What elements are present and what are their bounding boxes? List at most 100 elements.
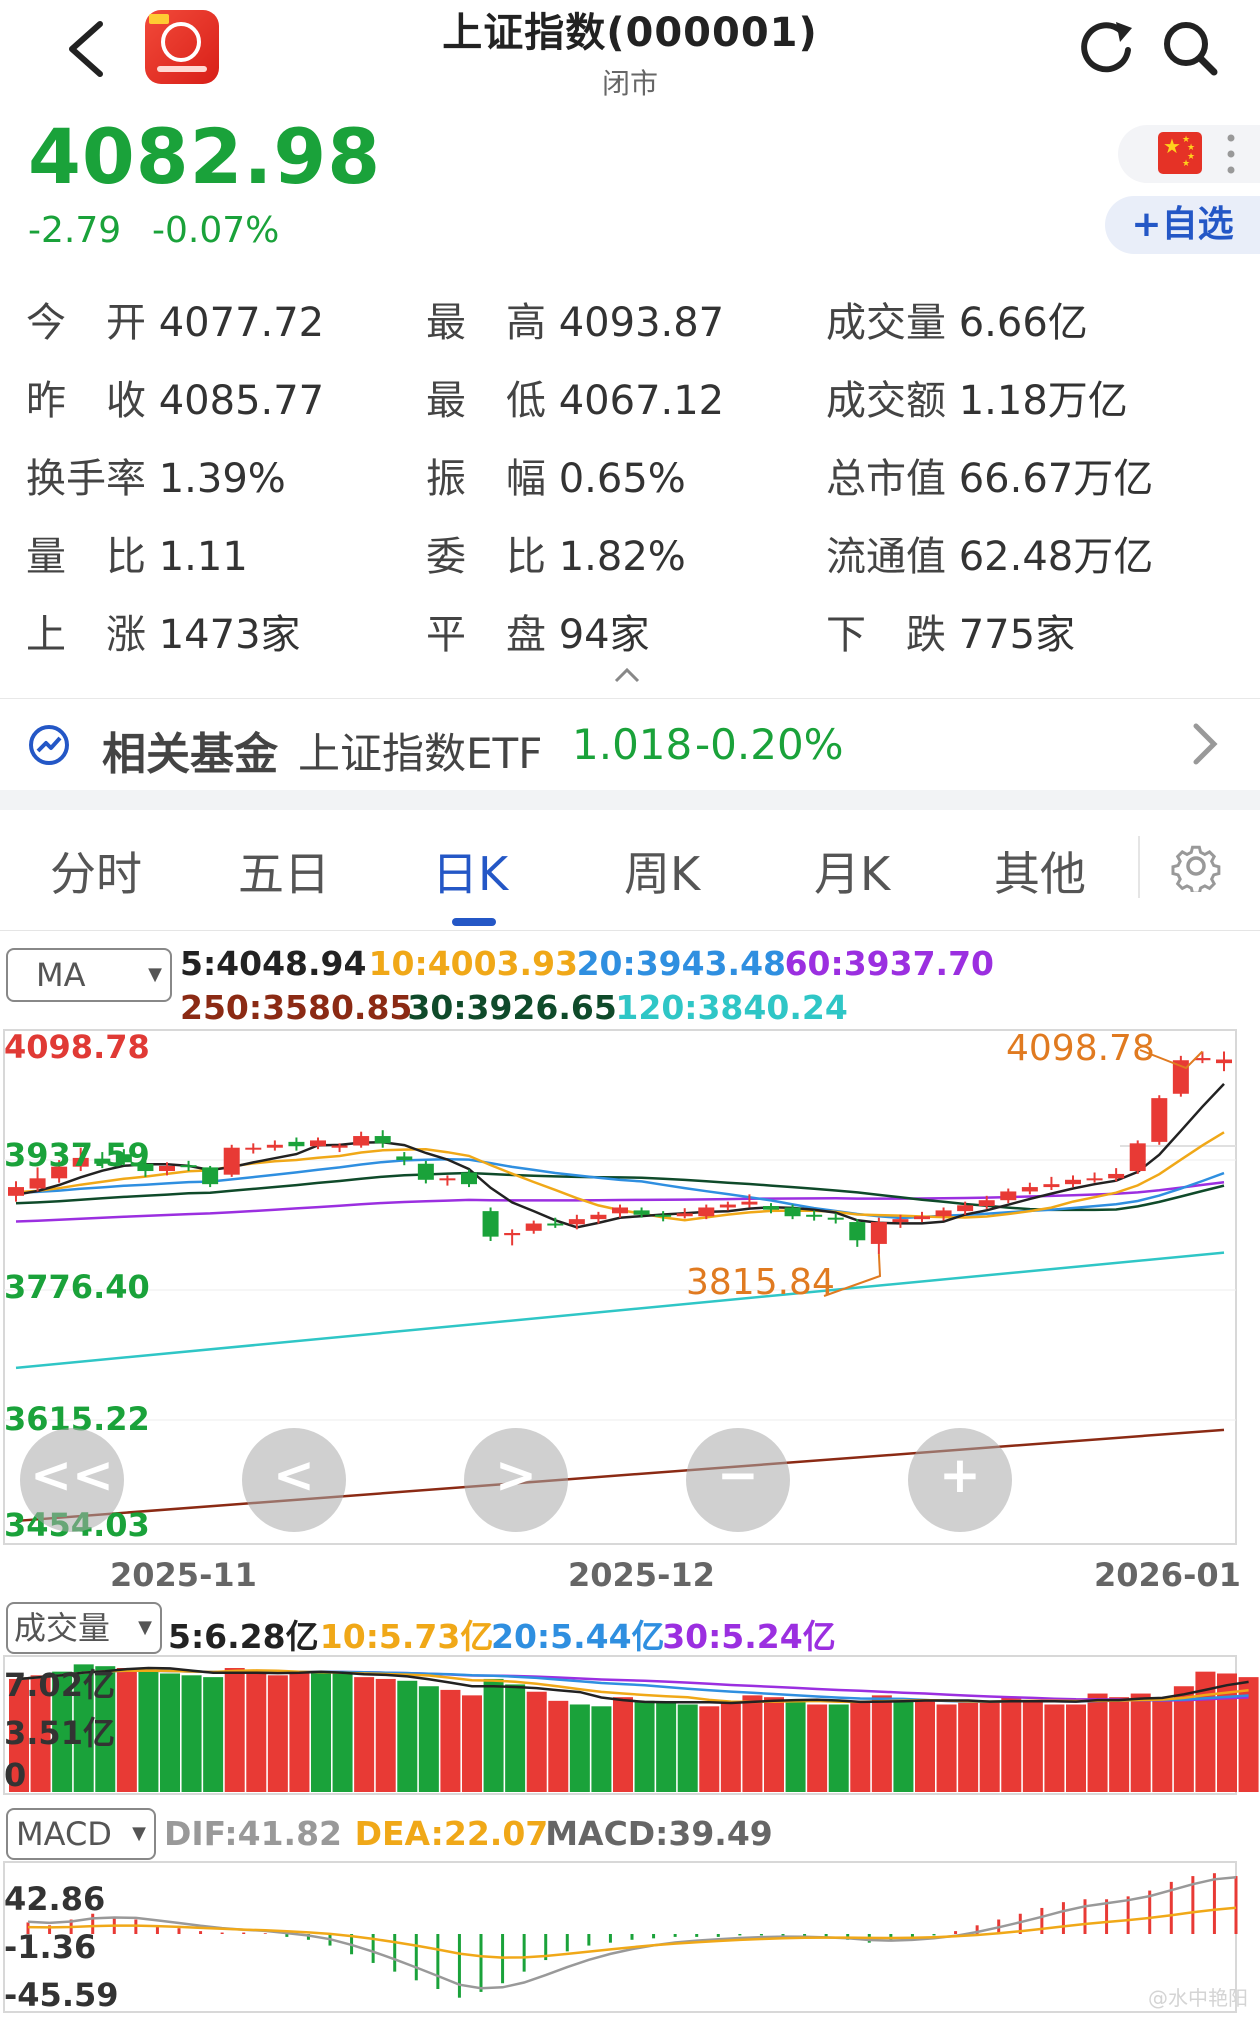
stat-item: 今 开 4077.72 xyxy=(26,290,324,348)
ma120-line xyxy=(15,1251,1225,1370)
refresh-icon[interactable] xyxy=(1076,18,1136,78)
stat-label: 总市值 xyxy=(826,456,946,502)
ma30-line xyxy=(15,1171,1225,1212)
volume-bar xyxy=(203,1677,224,1792)
candle-body xyxy=(72,1157,89,1167)
volume-bar xyxy=(1195,1671,1216,1792)
indicator-select-macd[interactable]: MACD ▼ xyxy=(6,1808,156,1860)
volume-bar xyxy=(979,1700,1000,1792)
zoom-in-button[interactable]: + xyxy=(908,1428,1012,1532)
volume-axis-label: 7.02亿 xyxy=(4,1666,115,1704)
high-annotation: 4098.78 xyxy=(1006,1028,1155,1069)
add-watchlist-button[interactable]: +自选 xyxy=(1105,196,1260,254)
indicator-select-volume-label: 成交量 xyxy=(14,1609,111,1647)
stat-item: 最 高 4093.87 xyxy=(426,290,724,348)
price-change: -2.79 xyxy=(28,210,122,251)
zoom-out-button[interactable]: − xyxy=(686,1428,790,1532)
indicator-value: 30:5.24亿 xyxy=(662,1617,836,1656)
volume-bar xyxy=(246,1669,267,1792)
candle-body xyxy=(827,1217,844,1220)
volume-bar xyxy=(181,1675,202,1792)
stat-item: 成交量 6.66亿 xyxy=(826,290,1088,348)
volume-bar xyxy=(1217,1673,1237,1792)
volume-bar xyxy=(397,1680,418,1792)
tab-weekly-k[interactable]: 周K xyxy=(624,847,701,901)
candle-body xyxy=(310,1140,326,1147)
tab-other[interactable]: 其他 xyxy=(994,847,1086,901)
candlestick-chart[interactable] xyxy=(0,1020,1260,2020)
indicator-value: 60:3937.70 xyxy=(784,944,995,983)
candle-body xyxy=(935,1210,952,1217)
indicator-value: 20:5.44亿 xyxy=(491,1617,665,1656)
candle-body xyxy=(461,1172,477,1185)
scroll-start-button[interactable]: << xyxy=(20,1428,124,1532)
collapse-chevron-icon[interactable] xyxy=(612,666,642,684)
indicator-value: 30:3926.65 xyxy=(407,988,617,1027)
tab-intraday[interactable]: 分时 xyxy=(50,847,142,901)
more-dots-icon[interactable] xyxy=(1226,132,1236,176)
candle-body xyxy=(1000,1191,1017,1201)
volume-bar xyxy=(9,1678,29,1792)
volume-bar xyxy=(742,1695,763,1792)
app-logo xyxy=(145,10,219,84)
stat-label: 上 涨 xyxy=(26,612,146,658)
volume-bar xyxy=(30,1675,51,1792)
tab-daily-k[interactable]: 日K xyxy=(432,847,509,901)
candle-body xyxy=(1021,1187,1038,1192)
volume-bar xyxy=(1109,1697,1130,1792)
stat-label: 今 开 xyxy=(26,300,146,346)
tab-monthly-k[interactable]: 月K xyxy=(814,847,891,901)
stat-label: 成交量 xyxy=(826,300,946,346)
volume-bar xyxy=(807,1704,828,1792)
volume-bar xyxy=(138,1669,159,1792)
volume-bar xyxy=(677,1704,698,1792)
volume-bar xyxy=(1044,1704,1065,1792)
indicator-value: 20:3943.48 xyxy=(576,944,787,983)
candle-body xyxy=(1065,1179,1081,1185)
scroll-right-button[interactable]: > xyxy=(464,1428,568,1532)
ma60-line xyxy=(15,1180,1225,1223)
gear-icon[interactable] xyxy=(1170,840,1222,892)
volume-bar xyxy=(1001,1697,1022,1792)
related-fund-row[interactable] xyxy=(0,700,1260,790)
tab-five-day[interactable]: 五日 xyxy=(238,847,330,901)
candle-body xyxy=(288,1141,305,1147)
stat-label: 换手率 xyxy=(26,456,146,502)
stat-item: 上 涨 1473家 xyxy=(26,602,301,660)
china-flag-icon: ★ ★ ★ ★ ★ xyxy=(1158,132,1202,174)
volume-bar xyxy=(1066,1704,1086,1792)
x-axis-label: 2025-11 xyxy=(110,1556,257,1594)
stat-value: 4093.87 xyxy=(546,300,725,346)
volume-ma5-line xyxy=(18,1666,1249,1705)
stat-value: 775家 xyxy=(946,612,1076,658)
indicator-value: 5:6.28亿 xyxy=(168,1617,319,1656)
indicator-select-ma[interactable]: MA ▼ xyxy=(6,948,172,1002)
candle-body xyxy=(698,1207,715,1217)
stat-label: 最 低 xyxy=(426,378,546,424)
volume-bar xyxy=(591,1706,612,1792)
stat-label: 平 盘 xyxy=(426,612,546,658)
fund-value: 1.018 xyxy=(572,720,693,769)
search-icon[interactable] xyxy=(1160,18,1220,78)
volume-bar xyxy=(893,1699,914,1792)
stat-label: 最 高 xyxy=(426,300,546,346)
chevron-right-icon[interactable] xyxy=(1190,720,1220,768)
volume-bar xyxy=(289,1673,310,1792)
candle-body xyxy=(266,1144,283,1148)
stat-label: 成交额 xyxy=(826,378,946,424)
volume-bar xyxy=(720,1700,741,1792)
volume-bar xyxy=(160,1673,180,1792)
candle-body xyxy=(870,1222,887,1244)
candle-body xyxy=(374,1136,391,1144)
indicator-select-volume[interactable]: 成交量 ▼ xyxy=(6,1602,162,1654)
candle-body xyxy=(978,1200,995,1207)
volume-bar xyxy=(505,1684,526,1792)
volume-bar xyxy=(354,1677,375,1792)
dropdown-arrow-icon: ▼ xyxy=(138,1617,152,1638)
candle-body xyxy=(417,1163,434,1180)
stat-item: 委 比 1.82% xyxy=(426,524,686,582)
stat-value: 4077.72 xyxy=(146,300,325,346)
scroll-left-button[interactable]: < xyxy=(242,1428,346,1532)
back-chevron-icon[interactable] xyxy=(58,14,118,84)
volume-bar xyxy=(95,1666,116,1792)
